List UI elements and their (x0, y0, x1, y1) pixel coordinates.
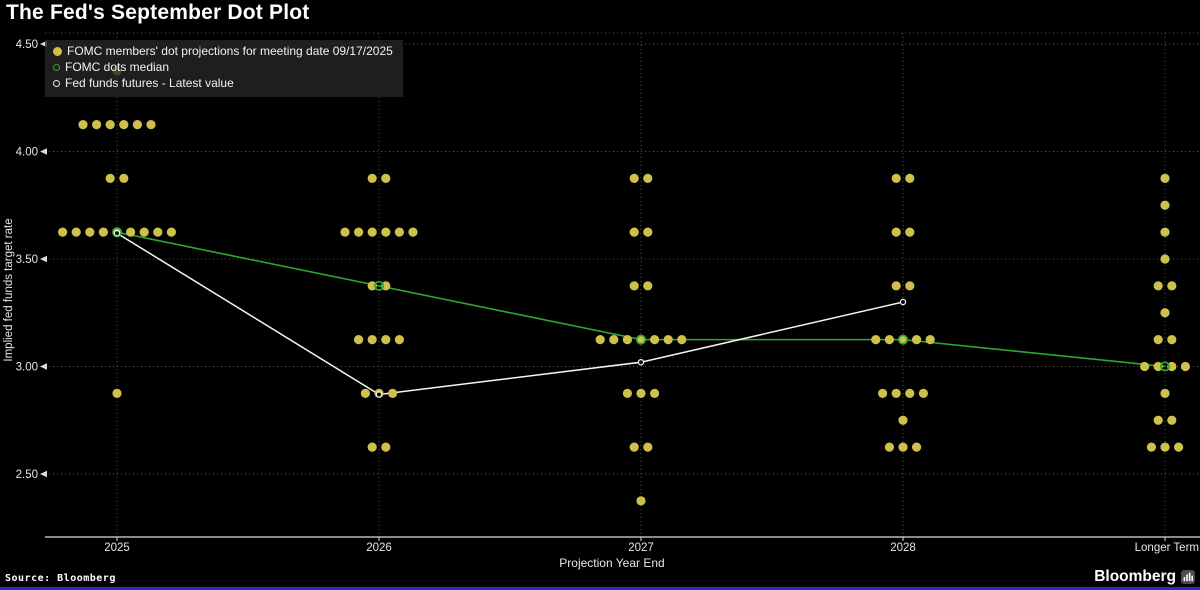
bottom-accent-bar (0, 587, 1200, 590)
chart-legend: FOMC members' dot projections for meetin… (45, 40, 403, 97)
svg-text:4.50: 4.50 (16, 39, 38, 51)
svg-text:2026: 2026 (366, 542, 392, 554)
median-marker-icon (53, 64, 60, 71)
svg-text:2025: 2025 (104, 542, 130, 554)
legend-label: Fed funds futures - Latest value (65, 76, 234, 90)
legend-item-dots: FOMC members' dot projections for meetin… (53, 44, 393, 59)
page-title: The Fed's September Dot Plot (6, 1, 310, 24)
source-credit: Source: Bloomberg (5, 573, 116, 584)
svg-text:3.00: 3.00 (16, 362, 38, 374)
svg-text:4.00: 4.00 (16, 147, 38, 159)
svg-text:2028: 2028 (890, 542, 916, 554)
legend-item-median: FOMC dots median (53, 60, 393, 75)
legend-label: FOMC dots median (65, 60, 170, 74)
futures-marker-icon (53, 80, 60, 87)
fomc-dot-icon (53, 47, 62, 56)
svg-text:Longer Term: Longer Term (1135, 542, 1199, 554)
legend-label: FOMC members' dot projections for meetin… (67, 44, 393, 58)
svg-text:Implied fed funds target rate: Implied fed funds target rate (3, 218, 15, 361)
bloomberg-wordmark: Bloomberg (1094, 568, 1195, 586)
bloomberg-text: Bloomberg (1094, 568, 1176, 585)
svg-text:3.50: 3.50 (16, 254, 38, 266)
svg-text:2.50: 2.50 (16, 469, 38, 481)
svg-text:Projection Year End: Projection Year End (559, 556, 664, 570)
bloomberg-terminal-icon (1181, 570, 1195, 584)
svg-text:2027: 2027 (628, 542, 654, 554)
legend-item-futures: Fed funds futures - Latest value (53, 76, 393, 91)
